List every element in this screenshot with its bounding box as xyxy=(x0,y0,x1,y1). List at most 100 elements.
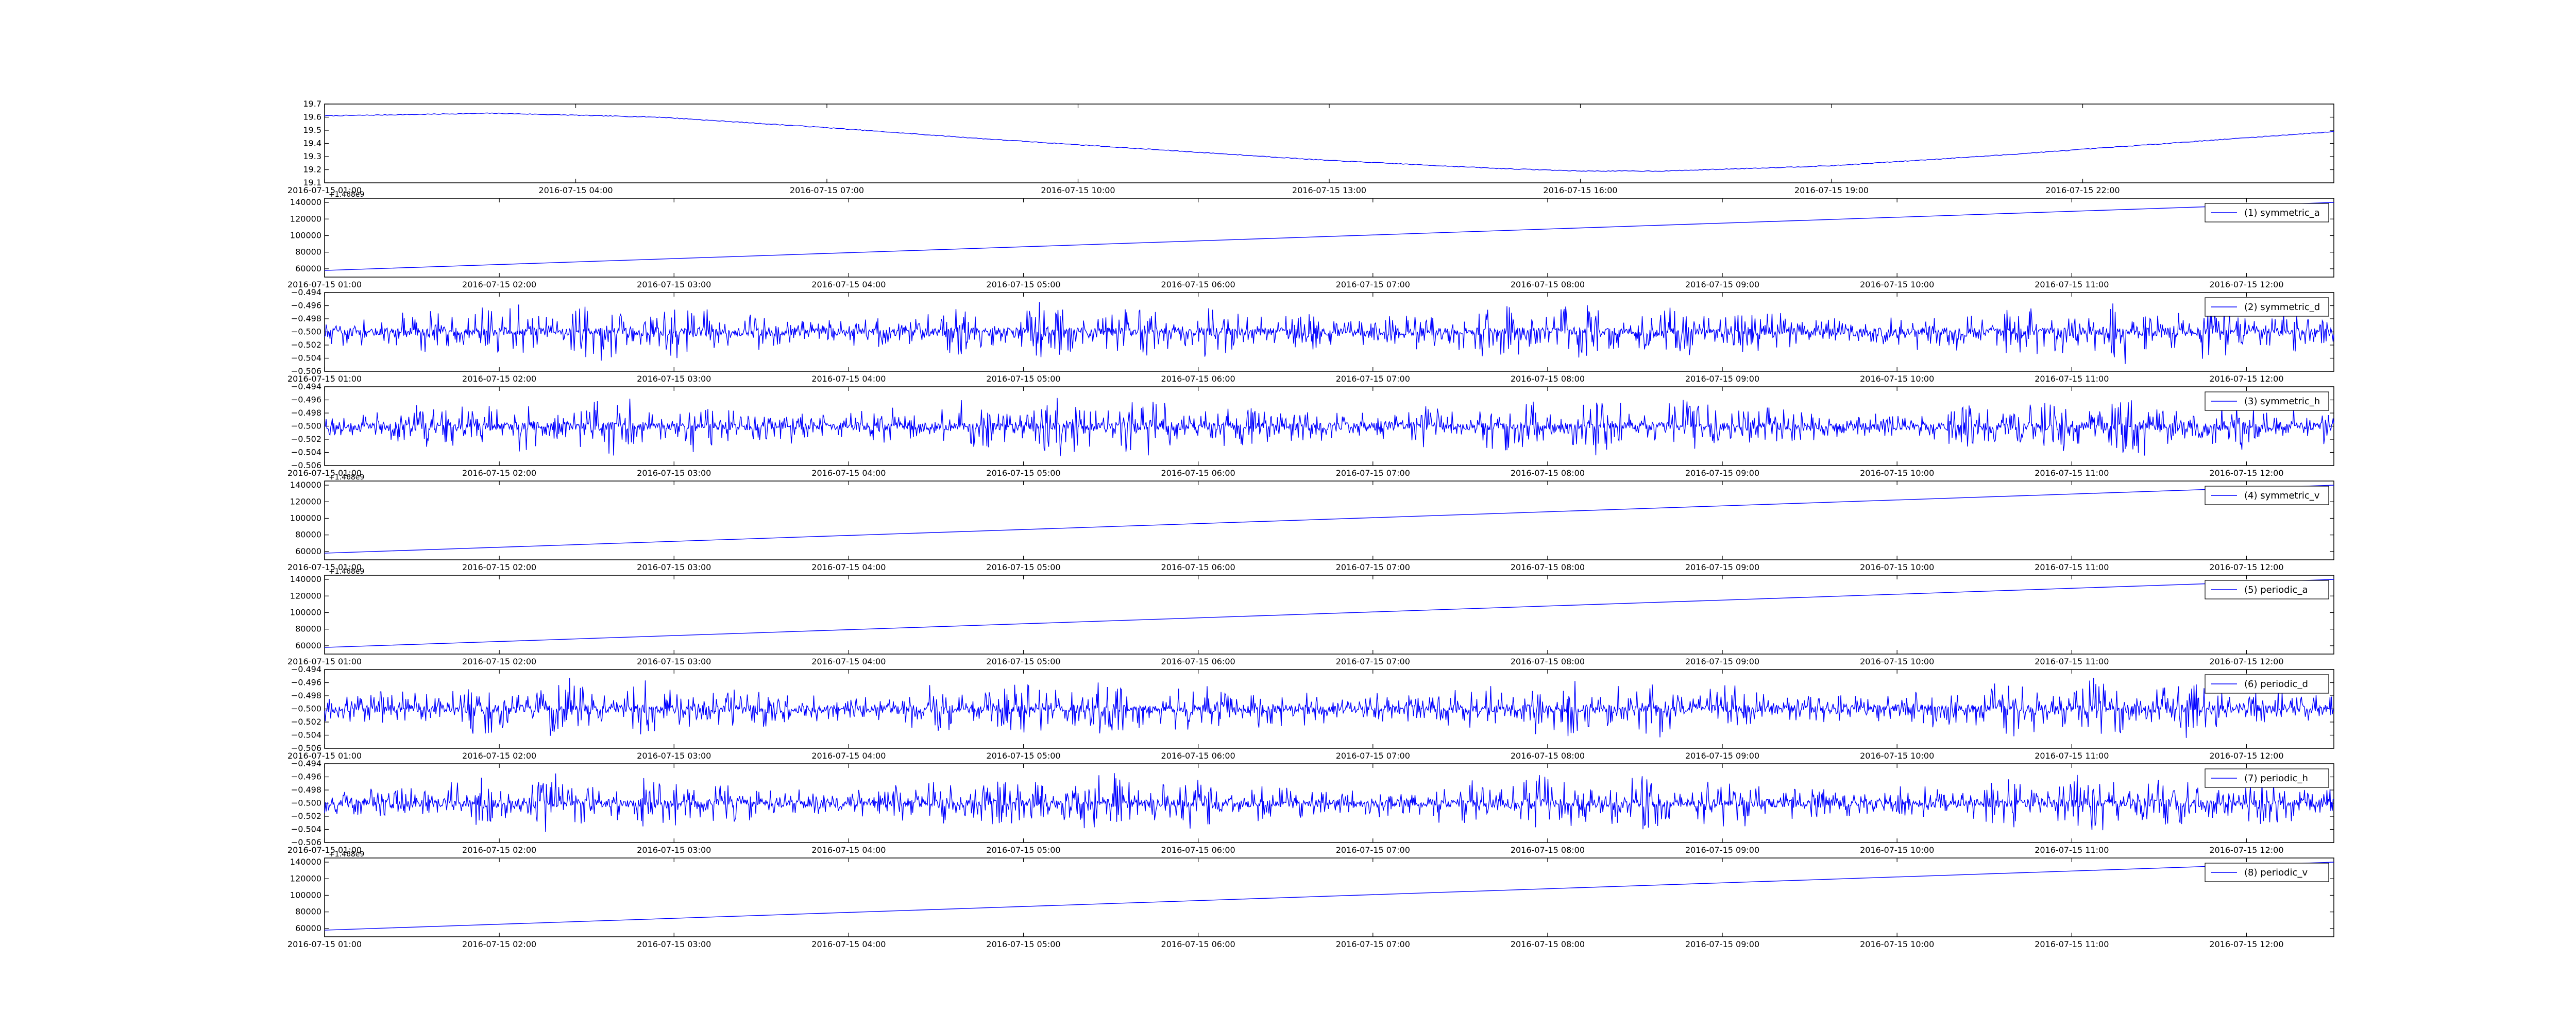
x-tick-label: 2016-07-15 06:00 xyxy=(1161,845,1235,855)
axis-offset-text: +1.468e9 xyxy=(329,850,364,859)
y-tick-label: −0.500 xyxy=(291,327,321,337)
x-tick-label: 2016-07-15 12:00 xyxy=(2209,657,2283,666)
y-tick-label: 60000 xyxy=(295,923,321,933)
y-tick-label: 100000 xyxy=(290,513,321,523)
legend-label: (2) symmetric_d xyxy=(2244,302,2320,313)
x-tick-label: 2016-07-15 04:00 xyxy=(811,939,886,949)
y-tick-label: 120000 xyxy=(290,496,321,506)
axes-frame xyxy=(324,104,2334,183)
y-tick-label: 120000 xyxy=(290,591,321,600)
x-tick-label: 2016-07-15 06:00 xyxy=(1161,374,1235,384)
panel-6: 60000 80000 100000 120000 140000 2016-07-15 0… xyxy=(287,568,2334,666)
x-tick-label: 2016-07-15 07:00 xyxy=(790,185,864,195)
y-tick-label: 19.6 xyxy=(303,112,321,122)
x-tick-label: 2016-07-15 11:00 xyxy=(2035,374,2109,384)
panel-5: 60000 80000 100000 120000 140000 2016-07-15 0… xyxy=(287,473,2334,572)
x-tick-label: 2016-07-15 09:00 xyxy=(1685,939,1759,949)
axis-offset-text: +1.468e9 xyxy=(329,191,364,199)
y-tick-label: −0.506 xyxy=(291,743,321,753)
y-tick-label: 100000 xyxy=(290,607,321,617)
axes-frame xyxy=(324,480,2334,560)
panel-9: 60000 80000 100000 120000 140000 2016-07-15 0… xyxy=(287,850,2334,949)
panel-4: −0.506 −0.504 −0.502 −0.500 −0.498 −0.496 −0.4… xyxy=(287,382,2334,478)
x-tick-label: 2016-07-15 03:00 xyxy=(637,845,711,855)
x-tick-label: 2016-07-15 07:00 xyxy=(1336,280,1410,289)
y-tick-label: −0.506 xyxy=(291,837,321,847)
legend: (5) periodic_a xyxy=(2205,580,2329,599)
y-tick-label: −0.500 xyxy=(291,704,321,714)
x-tick-label: 2016-07-15 11:00 xyxy=(2035,562,2109,572)
panel-1: 19.1 19.2 19.3 19.4 19.5 19.6 19.7 2016-07-15 0… xyxy=(287,99,2334,195)
axes-frame xyxy=(324,198,2334,278)
x-tick-label: 2016-07-15 08:00 xyxy=(1511,657,1585,666)
x-tick-label: 2016-07-15 08:00 xyxy=(1511,845,1585,855)
x-tick-label: 2016-07-15 03:00 xyxy=(637,751,711,761)
x-tick-label: 2016-07-15 04:00 xyxy=(811,562,886,572)
x-tick-label: 2016-07-15 08:00 xyxy=(1511,562,1585,572)
x-tick-label: 2016-07-15 10:00 xyxy=(1860,562,1934,572)
x-tick-label: 2016-07-15 12:00 xyxy=(2209,374,2283,384)
y-tick-label: 60000 xyxy=(295,641,321,650)
x-tick-label: 2016-07-15 01:00 xyxy=(287,280,362,289)
series-line xyxy=(324,862,2334,931)
y-tick-label: −0.504 xyxy=(291,825,321,834)
y-tick-label: −0.498 xyxy=(291,785,321,795)
x-tick-label: 2016-07-15 03:00 xyxy=(637,939,711,949)
y-tick-label: −0.498 xyxy=(291,314,321,323)
x-tick-label: 2016-07-15 10:00 xyxy=(1860,657,1934,666)
y-tick-label: 80000 xyxy=(295,624,321,634)
axis-offset-text: +1.468e9 xyxy=(329,568,364,576)
x-tick-label: 2016-07-15 12:00 xyxy=(2209,468,2283,478)
x-tick-label: 2016-07-15 12:00 xyxy=(2209,562,2283,572)
x-tick-label: 2016-07-15 03:00 xyxy=(637,468,711,478)
x-tick-label: 2016-07-15 09:00 xyxy=(1685,845,1759,855)
x-tick-label: 2016-07-15 07:00 xyxy=(1336,562,1410,572)
y-tick-label: 80000 xyxy=(295,907,321,917)
x-tick-label: 2016-07-15 04:00 xyxy=(811,468,886,478)
y-tick-label: 100000 xyxy=(290,230,321,240)
y-tick-label: −0.498 xyxy=(291,408,321,418)
y-tick-label: 140000 xyxy=(290,480,321,490)
y-tick-label: −0.494 xyxy=(291,382,321,391)
legend: (3) symmetric_h xyxy=(2205,391,2329,411)
x-tick-label: 2016-07-15 08:00 xyxy=(1511,374,1585,384)
y-tick-label: 60000 xyxy=(295,264,321,273)
y-tick-label: 140000 xyxy=(290,857,321,867)
x-tick-label: 2016-07-15 07:00 xyxy=(1336,468,1410,478)
x-tick-label: 2016-07-15 04:00 xyxy=(811,657,886,666)
legend: (6) periodic_d xyxy=(2205,674,2329,694)
x-tick-label: 2016-07-15 03:00 xyxy=(637,562,711,572)
axes-frame xyxy=(324,857,2334,937)
x-tick-label: 2016-07-15 19:00 xyxy=(1794,185,1869,195)
x-tick-label: 2016-07-15 01:00 xyxy=(287,374,362,384)
x-tick-label: 2016-07-15 05:00 xyxy=(986,845,1060,855)
x-tick-label: 2016-07-15 01:00 xyxy=(287,751,362,761)
x-tick-label: 2016-07-15 06:00 xyxy=(1161,939,1235,949)
legend: (8) periodic_v xyxy=(2205,863,2329,882)
y-tick-label: −0.504 xyxy=(291,448,321,457)
y-tick-label: −0.494 xyxy=(291,664,321,674)
y-tick-label: 120000 xyxy=(290,214,321,224)
y-tick-label: −0.500 xyxy=(291,798,321,808)
y-tick-label: 100000 xyxy=(290,890,321,900)
series-line xyxy=(324,202,2334,271)
x-tick-label: 2016-07-15 10:00 xyxy=(1041,185,1115,195)
y-tick-label: 80000 xyxy=(295,247,321,257)
y-tick-label: −0.502 xyxy=(291,717,321,727)
series-line xyxy=(324,485,2334,554)
x-tick-label: 2016-07-15 06:00 xyxy=(1161,562,1235,572)
x-tick-label: 2016-07-15 08:00 xyxy=(1511,939,1585,949)
x-tick-label: 2016-07-15 10:00 xyxy=(1860,374,1934,384)
x-tick-label: 2016-07-15 07:00 xyxy=(1336,657,1410,666)
x-tick-label: 2016-07-15 11:00 xyxy=(2035,939,2109,949)
x-tick-label: 2016-07-15 11:00 xyxy=(2035,751,2109,761)
x-tick-label: 2016-07-15 01:00 xyxy=(287,657,362,666)
x-tick-label: 2016-07-15 09:00 xyxy=(1685,657,1759,666)
y-tick-label: 80000 xyxy=(295,530,321,540)
x-tick-label: 2016-07-15 03:00 xyxy=(637,374,711,384)
x-tick-label: 2016-07-15 05:00 xyxy=(986,280,1060,289)
y-tick-label: −0.496 xyxy=(291,678,321,688)
legend: (4) symmetric_v xyxy=(2205,486,2329,505)
x-tick-label: 2016-07-15 01:00 xyxy=(287,468,362,478)
